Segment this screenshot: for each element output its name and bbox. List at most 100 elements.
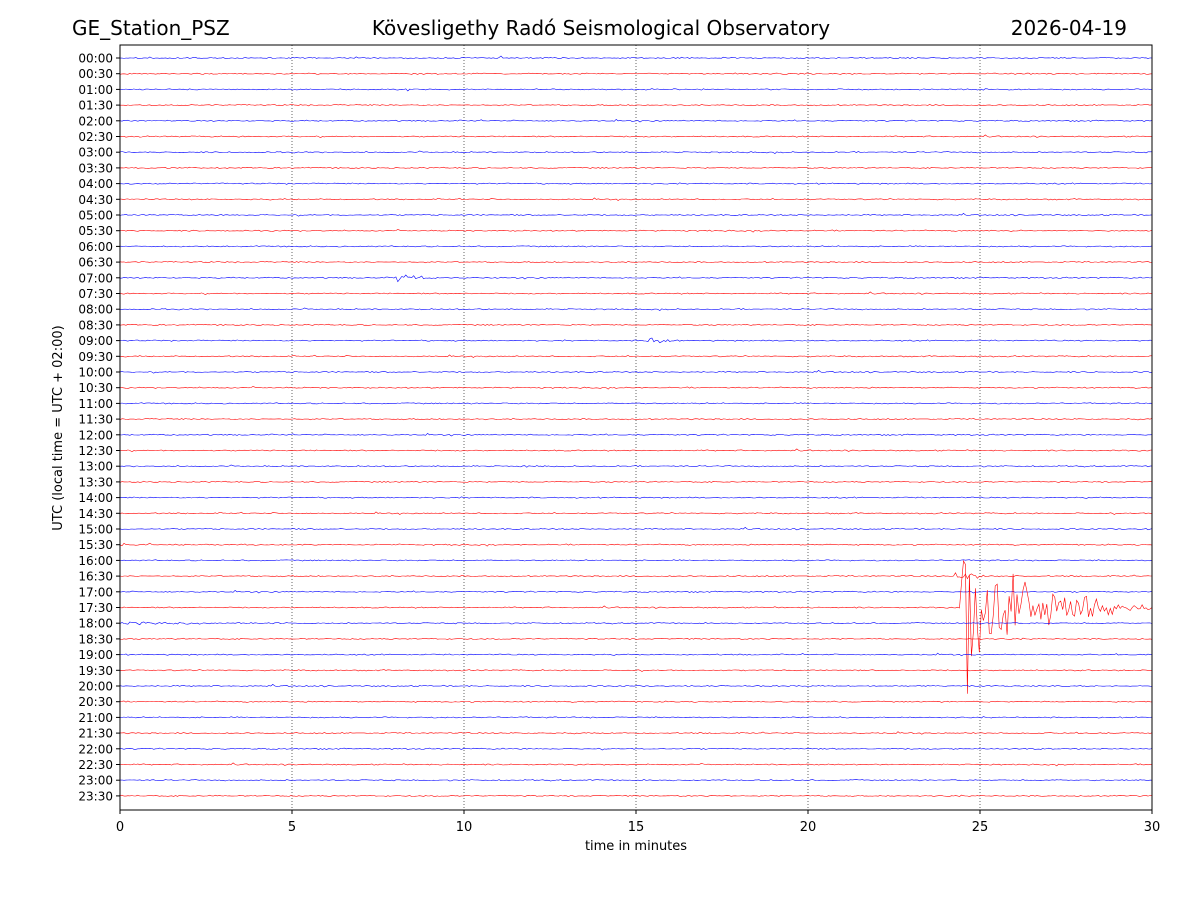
trace-0000: [119, 55, 1153, 60]
y-tick-label: 21:30: [78, 727, 113, 741]
y-tick-label: 08:30: [78, 318, 113, 332]
y-axis-label: UTC (local time = UTC + 02:00): [51, 325, 66, 530]
y-tick-label: 23:00: [78, 774, 113, 788]
y-tick-label: 00:00: [78, 52, 113, 66]
y-tick-label: 04:00: [78, 177, 113, 191]
observatory-title: Kövesligethy Radó Seismological Observat…: [371, 16, 831, 40]
y-tick-label: 00:30: [78, 67, 113, 81]
y-tick-label: 22:30: [78, 758, 113, 772]
trace-1730: [119, 560, 1153, 694]
trace-0030: [119, 72, 1153, 75]
x-axis-label: time in minutes: [585, 839, 687, 854]
station-name: GE_Station_PSZ: [72, 16, 230, 40]
y-tick-label: 22:00: [78, 742, 113, 756]
trace-1600: [119, 559, 1153, 562]
y-tick-label: 19:30: [78, 664, 113, 678]
y-tick-label: 15:30: [78, 538, 113, 552]
y-tick-label: 12:30: [78, 444, 113, 458]
y-tick-label: 10:00: [78, 366, 113, 380]
y-tick-label: 08:00: [78, 303, 113, 317]
y-tick-label: 16:00: [78, 554, 113, 568]
y-tick-label: 19:00: [78, 648, 113, 662]
y-tick-label: 18:00: [78, 617, 113, 631]
x-axis-ticks: 0 5 10 15 20 25 30: [116, 810, 1160, 835]
trace-1130: [119, 417, 1153, 421]
y-tick-label: 17:00: [78, 585, 113, 599]
trace-0430: [119, 197, 1153, 201]
y-tick-label: 04:30: [78, 193, 113, 207]
y-tick-label: 17:30: [78, 601, 113, 615]
trace-0900: [119, 337, 1153, 344]
x-tick-label: 5: [288, 820, 296, 835]
date-label: 2026-04-19: [1010, 16, 1127, 40]
grid-lines: [291, 45, 981, 810]
trace-1030: [119, 386, 1153, 390]
trace-0300: [119, 150, 1152, 154]
trace-2130: [120, 731, 1153, 735]
trace-1700: [119, 590, 1153, 594]
trace-0700: [119, 274, 1153, 283]
y-tick-label: 11:30: [78, 413, 113, 427]
trace-2300: [119, 779, 1153, 782]
y-tick-label: 09:00: [78, 334, 113, 348]
x-tick-label: 0: [116, 820, 124, 835]
trace-0200: [119, 119, 1153, 123]
x-tick-label: 30: [1144, 820, 1161, 835]
x-tick-label: 10: [456, 820, 473, 835]
trace-0400: [119, 182, 1153, 185]
y-tick-label: 20:00: [78, 680, 113, 694]
trace-0730: [119, 291, 1152, 296]
trace-1430: [119, 511, 1152, 515]
seismogram-traces: [119, 55, 1153, 798]
y-tick-label: 02:00: [78, 114, 113, 128]
trace-1830: [119, 637, 1153, 641]
trace-1100: [119, 402, 1153, 405]
y-tick-label: 06:00: [78, 240, 113, 254]
y-tick-label: 23:30: [78, 789, 113, 803]
trace-1800: [119, 621, 1153, 626]
trace-1500: [119, 527, 1153, 531]
trace-2200: [120, 747, 1153, 751]
trace-1300: [119, 464, 1153, 468]
trace-0800: [119, 307, 1153, 311]
y-tick-label: 12:00: [78, 428, 113, 442]
trace-0600: [119, 245, 1153, 248]
y-tick-label: 01:30: [78, 99, 113, 113]
trace-0930: [119, 354, 1152, 358]
trace-0230: [119, 134, 1152, 139]
y-tick-label: 10:30: [78, 381, 113, 395]
trace-0630: [119, 260, 1153, 264]
y-tick-label: 13:30: [78, 475, 113, 489]
y-tick-label: 03:00: [78, 146, 113, 160]
y-tick-label: 03:30: [78, 161, 113, 175]
trace-1400: [119, 496, 1153, 499]
trace-2330: [119, 794, 1153, 798]
x-tick-label: 15: [628, 820, 645, 835]
y-tick-label: 07:00: [78, 271, 113, 285]
trace-1900: [119, 652, 1152, 657]
trace-0330: [119, 166, 1153, 170]
y-tick-label: 06:30: [78, 256, 113, 270]
y-tick-label: 15:00: [78, 523, 113, 537]
y-tick-label: 09:30: [78, 350, 113, 364]
trace-1930: [119, 669, 1153, 672]
trace-2030: [119, 700, 1153, 703]
y-tick-label: 05:30: [78, 224, 113, 238]
y-tick-label: 14:30: [78, 507, 113, 521]
trace-0130: [120, 103, 1153, 107]
trace-2230: [119, 762, 1152, 767]
trace-0830: [119, 323, 1153, 327]
trace-1330: [119, 480, 1153, 484]
trace-2000: [119, 684, 1153, 688]
trace-0100: [119, 88, 1153, 92]
y-tick-label: 21:00: [78, 711, 113, 725]
x-tick-label: 25: [972, 820, 989, 835]
trace-1630: [119, 572, 1152, 580]
trace-0500: [119, 213, 1153, 217]
y-tick-label: 16:30: [78, 570, 113, 584]
trace-1000: [119, 370, 1153, 374]
y-tick-label: 14:00: [78, 491, 113, 505]
y-tick-label: 05:00: [78, 209, 113, 223]
